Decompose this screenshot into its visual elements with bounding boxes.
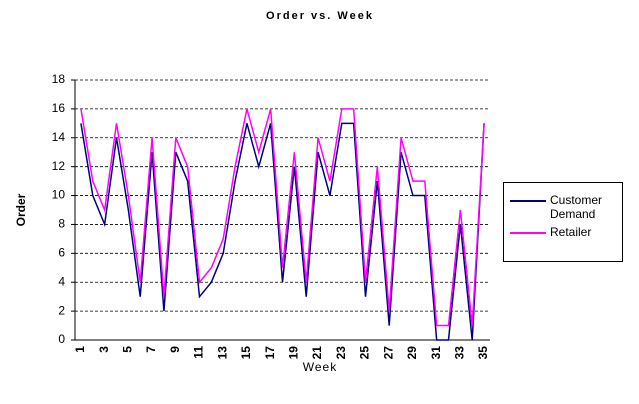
- y-tick-label: 6: [58, 246, 65, 260]
- x-tick-label: 1: [73, 346, 87, 353]
- legend-swatch: [510, 232, 546, 234]
- x-tick-label: 31: [429, 346, 443, 360]
- x-tick-label: 35: [476, 346, 490, 360]
- y-tick-label: 10: [52, 188, 66, 202]
- x-tick-label: 13: [215, 346, 229, 360]
- legend-swatch: [510, 200, 546, 202]
- x-tick-label: 21: [310, 346, 324, 360]
- x-tick-label: 17: [263, 346, 277, 360]
- x-axis-label: Week: [303, 360, 337, 374]
- x-tick-label: 25: [358, 346, 372, 360]
- y-axis-label: Order: [14, 193, 28, 226]
- y-tick-label: 4: [58, 274, 65, 288]
- y-tick-label: 16: [52, 101, 66, 115]
- chart-title: Order vs. Week: [266, 10, 374, 22]
- x-tick-label: 9: [168, 346, 182, 353]
- y-tick-label: 14: [52, 130, 66, 144]
- x-tick-label: 19: [287, 346, 301, 360]
- x-tick-label: 33: [453, 346, 467, 360]
- y-tick-label: 18: [52, 72, 66, 86]
- line-series: [80, 108, 485, 327]
- y-tick-label: 8: [58, 217, 65, 231]
- x-tick-label: 15: [239, 346, 253, 360]
- x-tick-label: 5: [121, 346, 135, 353]
- x-tick-label: 23: [334, 346, 348, 360]
- y-tick-label: 12: [52, 159, 66, 173]
- x-tick-label: 3: [97, 346, 111, 353]
- y-tick-label: 2: [58, 303, 65, 317]
- line-series: [80, 122, 485, 341]
- legend: Customer Demand Retailer: [503, 182, 623, 262]
- y-tick-label: 0: [58, 332, 65, 346]
- legend-label: Retailer: [550, 225, 592, 239]
- x-tick-label: 7: [144, 346, 158, 353]
- x-tick-label: 29: [405, 346, 419, 360]
- legend-label: Customer Demand: [550, 193, 603, 221]
- x-tick-label: 27: [381, 346, 395, 360]
- x-tick-label: 11: [192, 346, 206, 359]
